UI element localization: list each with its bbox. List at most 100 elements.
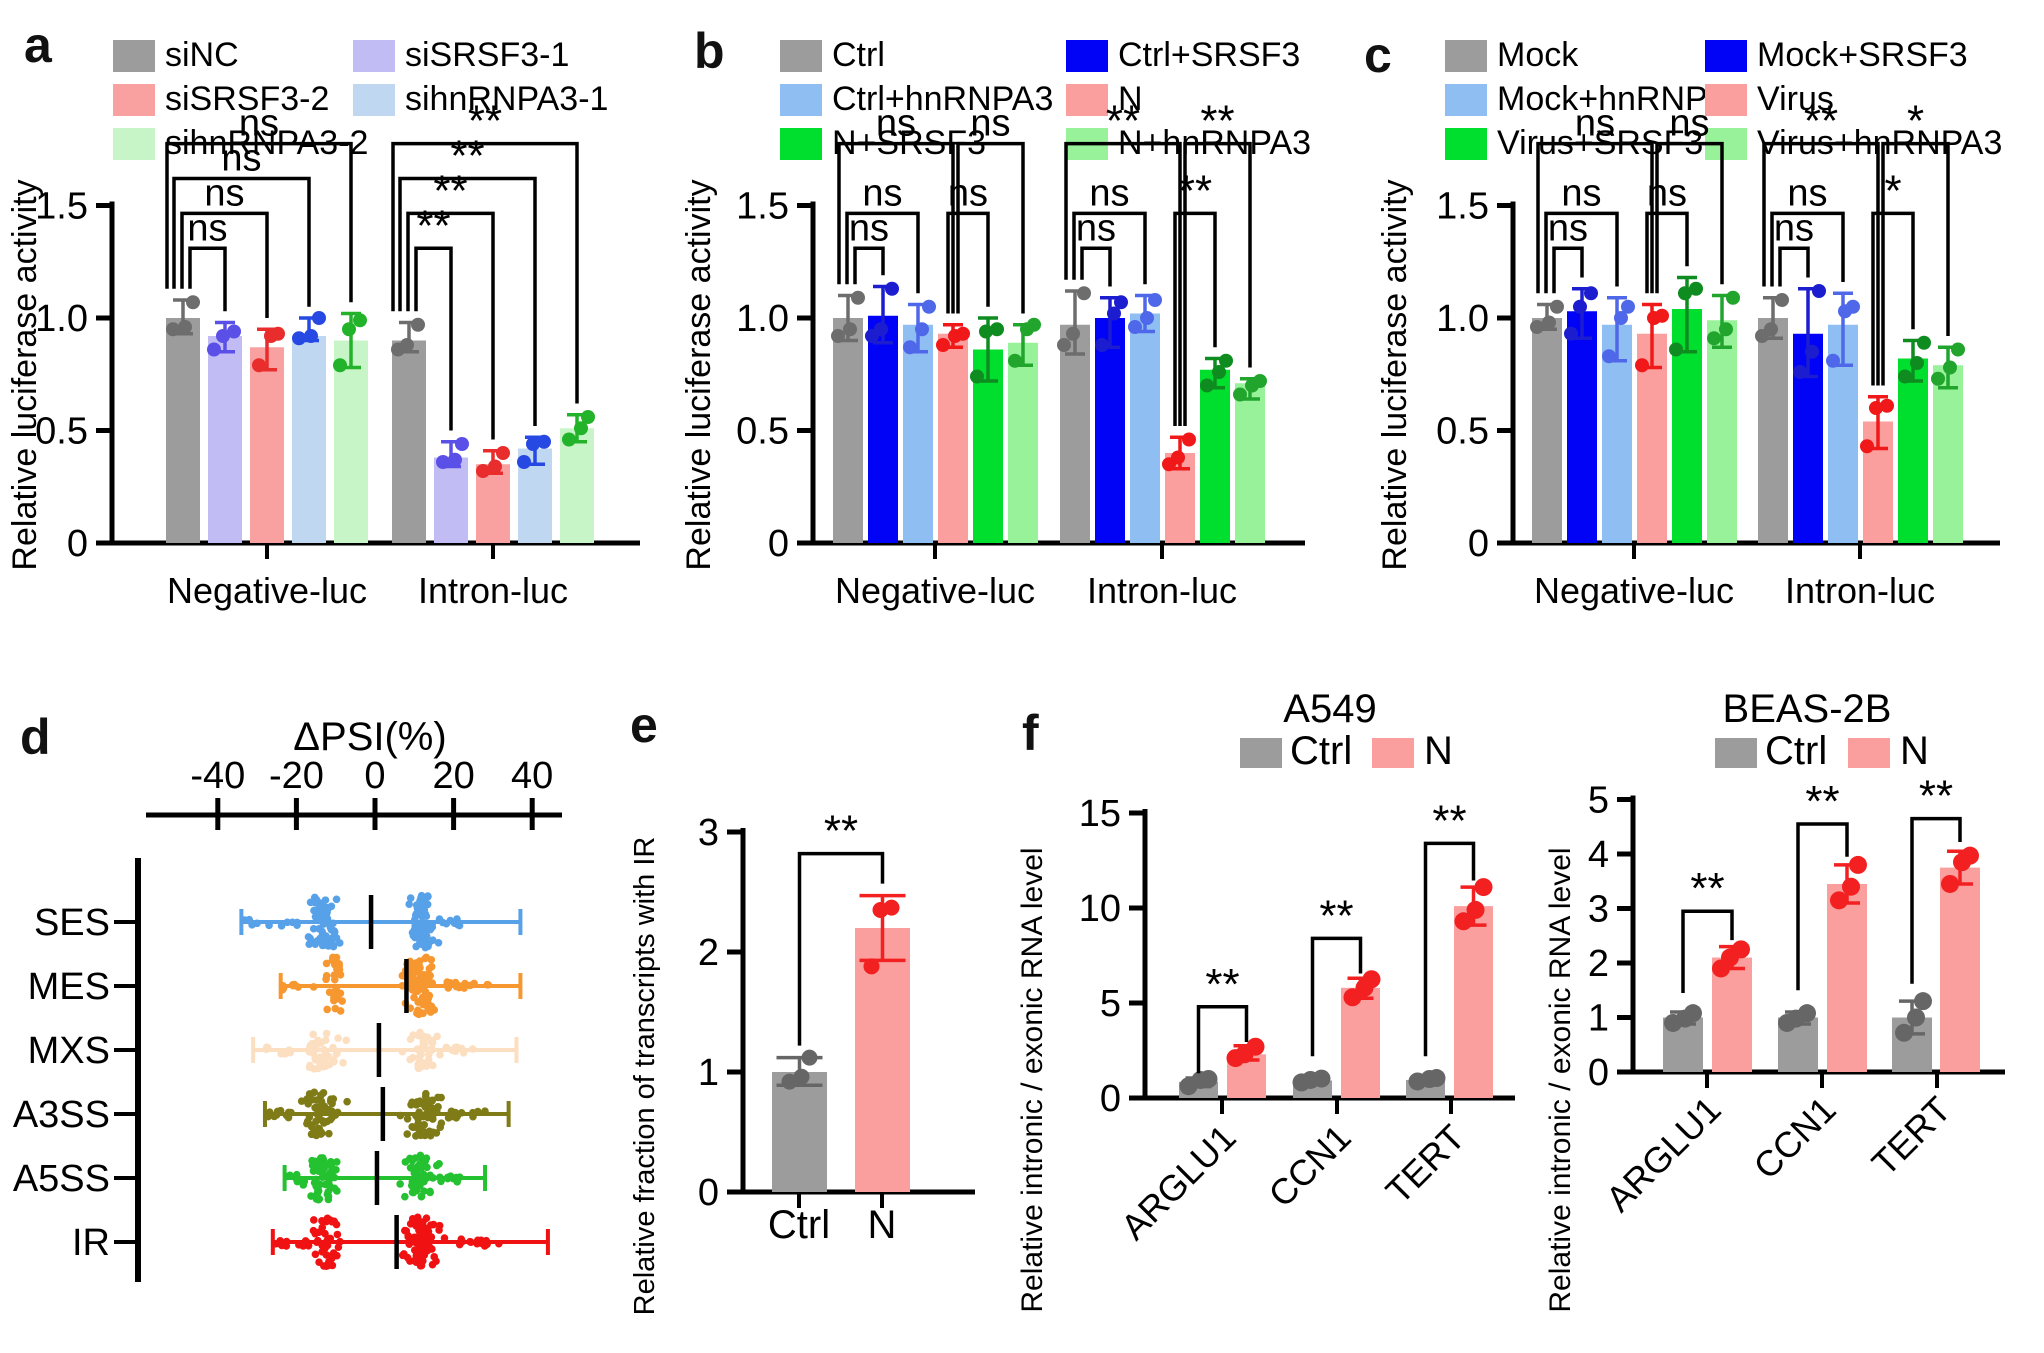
panel-b-luciferase-chart: CtrlCtrl+hnRNPA3N+SRSF3Ctrl+SRSF3NN+hnRN… <box>680 36 1311 611</box>
significance-label: ns <box>876 103 916 145</box>
legend-swatch <box>1715 738 1757 768</box>
error-bars-and-dots <box>1664 846 1979 1042</box>
y-axis: 0 1 2 3 Relative fraction of transcripts wit… <box>629 812 746 1315</box>
bar <box>1060 324 1090 543</box>
row-label: MES <box>28 966 110 1008</box>
svg-text:1.5: 1.5 <box>35 186 88 228</box>
error-bars-and-dots <box>1179 878 1493 1096</box>
bar <box>1341 987 1380 1098</box>
svg-text:1: 1 <box>1588 998 1609 1040</box>
row-label: SES <box>34 902 110 944</box>
svg-text:0: 0 <box>1468 523 1489 565</box>
legend-label: Ctrl <box>832 36 885 74</box>
svg-text:1.0: 1.0 <box>35 298 88 340</box>
legend-label: N <box>1118 80 1143 118</box>
legend-swatch <box>1848 738 1890 768</box>
bar <box>855 928 910 1192</box>
svg-text:1.0: 1.0 <box>736 298 789 340</box>
x-category-label: ARGLU1 <box>1113 1117 1244 1248</box>
bar <box>938 333 968 543</box>
chart-title: BEAS-2B <box>1723 687 1892 731</box>
svg-text:-40: -40 <box>190 755 245 797</box>
bar <box>833 318 863 543</box>
significance-label: ** <box>1919 772 1953 821</box>
svg-text:BEAS-2B: BEAS-2B <box>1723 687 1892 731</box>
error-bars-and-dots <box>166 295 595 478</box>
legend-swatch <box>1240 738 1282 768</box>
x-axis: Negative-luc Intron-luc <box>811 540 1305 611</box>
bar <box>1532 318 1562 543</box>
x-category-label: TERT <box>1378 1117 1473 1212</box>
beeswarm-row <box>282 1151 488 1205</box>
significance-label: ns <box>1089 172 1129 214</box>
bar <box>1454 906 1493 1098</box>
legend-label: N <box>1424 729 1453 773</box>
svg-text:0: 0 <box>768 523 789 565</box>
beeswarm-row <box>262 1087 511 1141</box>
error-bars-and-dots <box>776 893 906 1090</box>
legend-swatch <box>780 84 822 116</box>
y-axis-title: Relative luciferase activity <box>6 179 44 570</box>
x-category-label: N <box>868 1203 897 1247</box>
legend-swatch <box>1445 128 1487 160</box>
x-category-label: Negative-luc <box>1534 570 1734 611</box>
x-category-label: Intron-luc <box>1785 570 1935 611</box>
row-label: MXS <box>28 1030 110 1072</box>
panel-c-luciferase-chart: MockMock+hnRNPA3Virus+SRSF3Mock+SRSF3Vir… <box>1376 36 2002 611</box>
beeswarm-row <box>251 1023 519 1077</box>
legend-swatch <box>1066 40 1108 72</box>
significance-label: ** <box>1804 97 1838 146</box>
legend-label: sihnRNPA3-1 <box>405 80 608 118</box>
x-category-label: Negative-luc <box>835 570 1035 611</box>
panel-label-f: f <box>1022 705 1039 761</box>
svg-text:0: 0 <box>1588 1052 1609 1094</box>
legend-swatch <box>1066 84 1108 116</box>
svg-text:0.5: 0.5 <box>736 411 789 453</box>
bar <box>1707 320 1737 543</box>
y-axis-title: Relative luciferase activity <box>1376 179 1414 570</box>
error-bars-and-dots <box>1530 275 1965 454</box>
panel-e-ir-fraction-chart: 0 1 2 3 Relative fraction of transcripts wit… <box>629 807 975 1315</box>
significance-label: ** <box>824 807 858 856</box>
x-category-label: Ctrl <box>768 1203 830 1247</box>
bar <box>1200 369 1230 543</box>
svg-text:-20: -20 <box>269 755 324 797</box>
bar <box>334 340 368 543</box>
legend-swatch <box>353 40 395 72</box>
significance-label: * <box>1884 166 1901 215</box>
significance: ** <box>797 807 885 1046</box>
significance-label: ** <box>1178 166 1212 215</box>
legend-swatch <box>113 128 155 160</box>
bar <box>392 340 426 543</box>
significance-label: ** <box>450 132 484 181</box>
svg-text:3: 3 <box>698 812 719 854</box>
significance-label: ** <box>1319 891 1353 940</box>
legend-swatch <box>1372 738 1414 768</box>
significance-label: ** <box>1200 97 1234 146</box>
svg-text:1.5: 1.5 <box>1436 186 1489 228</box>
category-axis: SES MES MXS A3SS A5SS IR <box>13 858 141 1282</box>
significance-label: ns <box>1787 172 1827 214</box>
bar <box>1567 311 1597 543</box>
x-axis-title: ΔPSI(%) <box>293 715 446 759</box>
bars <box>166 318 594 543</box>
panel-a-luciferase-chart: siNCsiSRSF3-2sihnRNPA3-2siSRSF3-1sihnRNP… <box>6 36 640 611</box>
bar <box>208 336 242 543</box>
x-category-label: CCN1 <box>1745 1089 1843 1187</box>
bar <box>434 457 468 543</box>
svg-text:1.0: 1.0 <box>1436 298 1489 340</box>
legend-swatch <box>780 40 822 72</box>
bars <box>772 928 910 1192</box>
significance-label: ** <box>1106 97 1140 146</box>
panel-label-e: e <box>630 697 658 753</box>
row-label: A3SS <box>13 1094 110 1136</box>
x-category-label: Intron-luc <box>418 570 568 611</box>
legend-label: Ctrl <box>1290 729 1352 773</box>
significance-label: ** <box>416 201 450 250</box>
bar <box>560 428 594 543</box>
svg-text:2: 2 <box>698 932 719 974</box>
